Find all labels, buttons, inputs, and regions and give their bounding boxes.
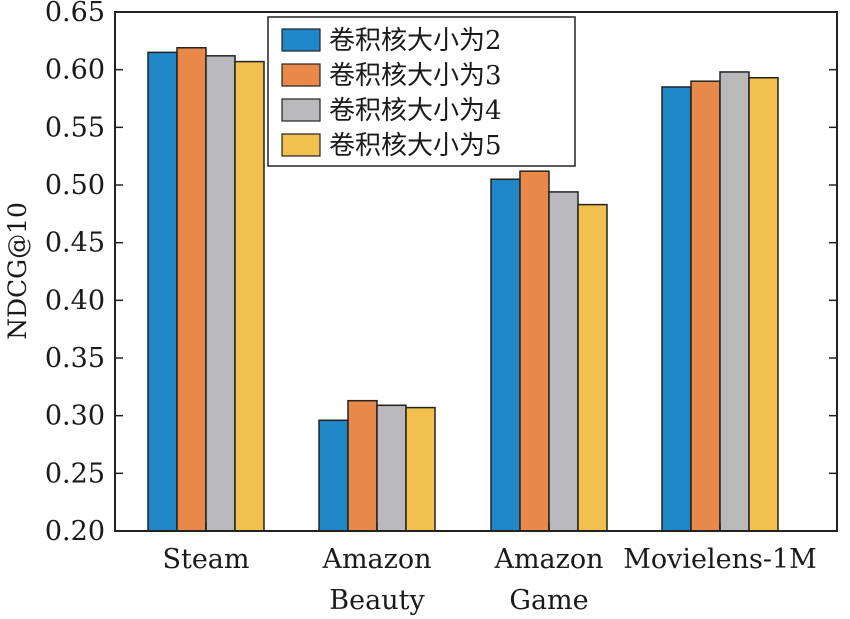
bar-series1-cat2 [318,419,349,532]
bar-series1-cat3 [490,178,521,532]
bar-series4-cat1 [234,60,265,532]
legend-swatch-1 [281,28,321,52]
y-tick-label: 0.45 [45,228,105,259]
bar-series4-cat4 [748,76,779,532]
bar-series4-cat2 [405,406,436,532]
legend-swatch-3 [281,98,321,122]
x-category-label: Steam [162,544,249,575]
y-tick-label: 0.60 [45,55,105,86]
y-tick-label: 0.50 [45,170,105,201]
x-category-label: Amazon [493,544,603,575]
legend-label-2: 卷积核大小为3 [329,61,502,91]
y-tick-label: 0.20 [45,516,105,547]
y-axis-title: NDCG@10 [3,202,32,340]
plot-frame [114,11,838,532]
y-tick-label: 0.35 [45,343,105,374]
bar-series1-cat4 [661,86,692,532]
y-tick-label: 0.65 [45,0,105,28]
bar-series1-cat1 [147,51,178,532]
x-category-label: Movielens-1M [623,544,817,575]
legend-label-4: 卷积核大小为5 [329,131,502,161]
bar-series2-cat3 [519,170,550,532]
x-category-label: Beauty [329,585,425,616]
legend-swatch-2 [281,63,321,87]
bars-layer [147,47,779,532]
bar-series3-cat2 [376,404,407,532]
y-tick-label: 0.30 [45,401,105,432]
y-tick-label: 0.40 [45,285,105,316]
bar-series3-cat3 [548,191,579,532]
legend-swatch-4 [281,133,321,157]
legend-label-3: 卷积核大小为4 [329,96,502,126]
bar-series3-cat1 [205,55,236,532]
y-axis: 0.20 0.25 0.30 0.35 0.40 0.45 0.50 0.55 0.60 0.65 [45,0,837,547]
x-category-label: Game [509,585,588,616]
x-category-label: Amazon [321,544,431,575]
x-axis: Steam Amazon Beauty Amazon Game Movielens-1M [162,523,817,616]
bar-series2-cat4 [690,80,721,532]
bar-series3-cat4 [719,71,750,532]
y-tick-label: 0.55 [45,112,105,143]
bar-series2-cat1 [176,47,207,532]
legend-label-1: 卷积核大小为2 [329,26,502,56]
legend: 卷积核大小为2 卷积核大小为3 卷积核大小为4 卷积核大小为5 [267,16,576,167]
bar-series4-cat3 [577,203,608,532]
bar-series2-cat2 [347,399,378,532]
y-tick-label: 0.25 [45,458,105,489]
